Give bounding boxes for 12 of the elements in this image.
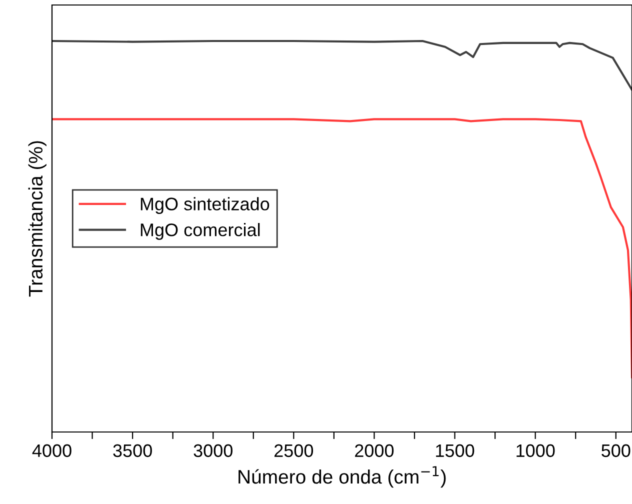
y-axis-title: Transmitancia (%) xyxy=(28,141,46,297)
x-tick-label: 1000 xyxy=(516,444,555,458)
legend-label: MgO comercial xyxy=(140,223,260,240)
x-axis-title: Número de onda (cm$^{−1}$) xyxy=(238,466,446,488)
x-tick-label: 2500 xyxy=(274,444,314,458)
x-tick-label: 3500 xyxy=(113,444,152,458)
x-tick-label: 4000 xyxy=(32,444,72,458)
x-tick-label: 1500 xyxy=(436,444,474,458)
x-tick-label: 500 xyxy=(602,444,630,458)
x-tick-label: 3000 xyxy=(194,444,232,458)
legend-label: MgO sintetizado xyxy=(140,197,270,214)
x-tick-label: 2000 xyxy=(355,444,394,458)
